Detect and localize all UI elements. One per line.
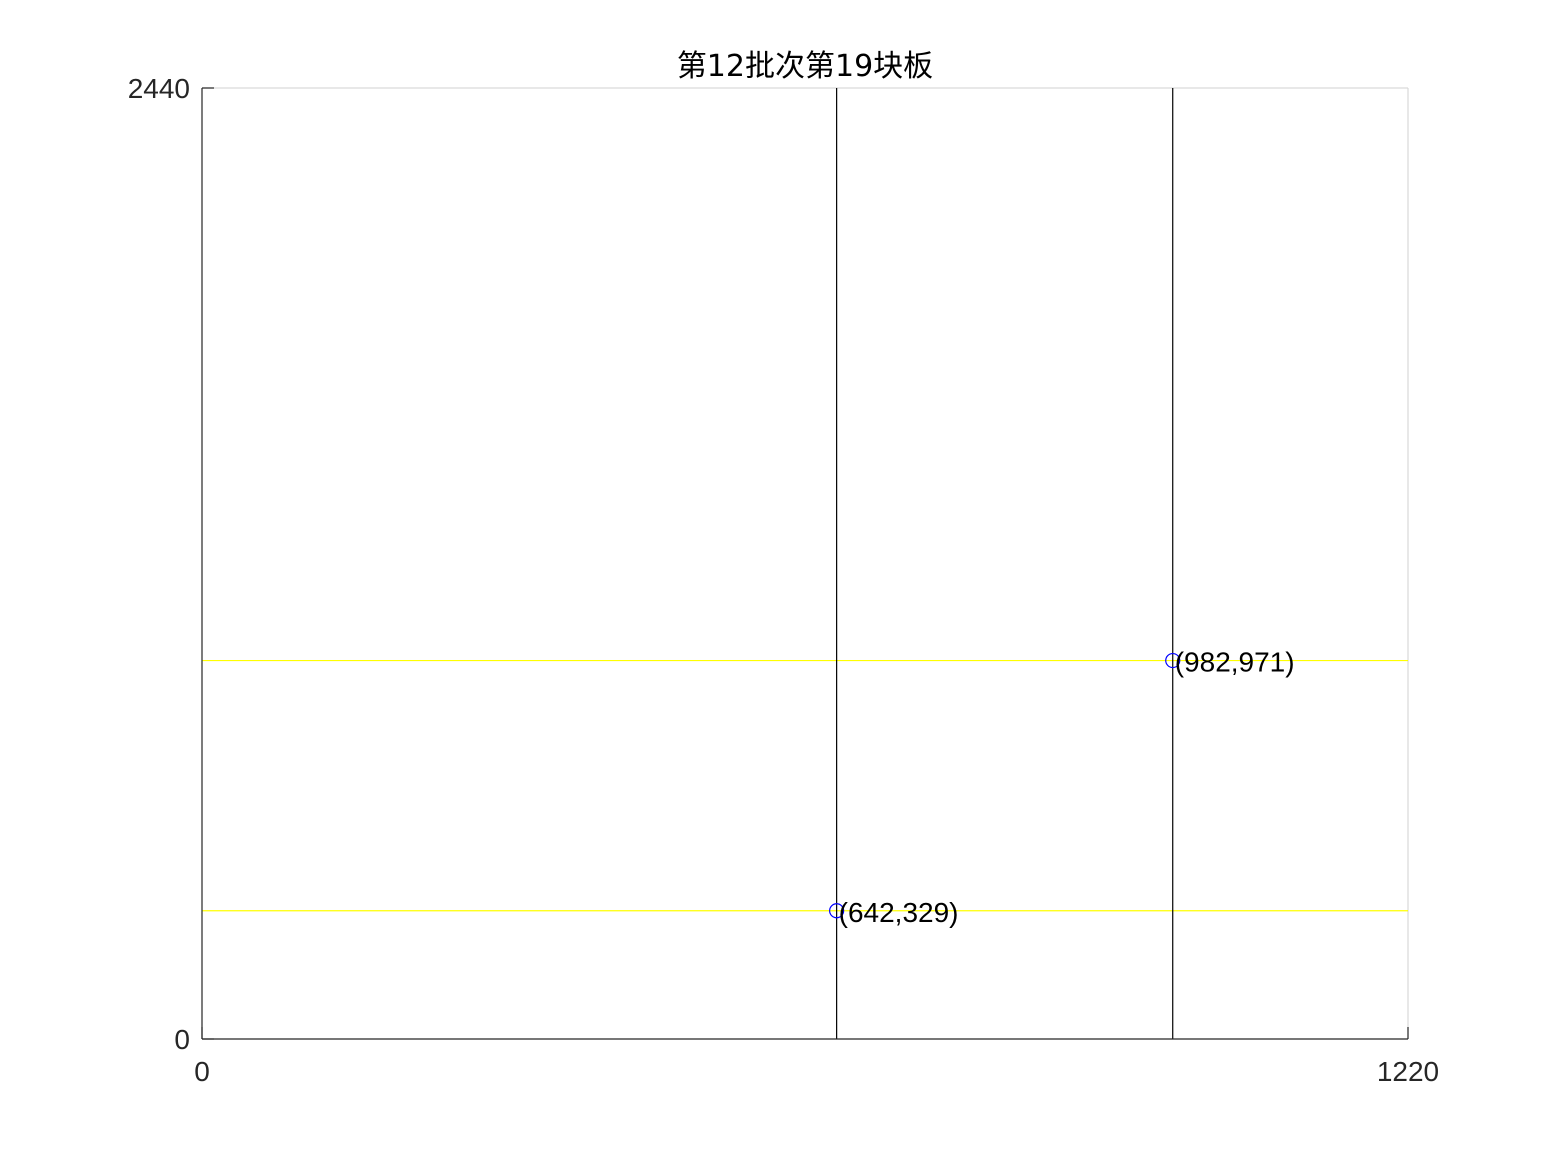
y-tick-label: 2440 bbox=[128, 73, 190, 104]
data-point-label: (642,329) bbox=[839, 897, 959, 928]
y-tick-label: 0 bbox=[174, 1024, 190, 1055]
axes bbox=[201, 88, 1408, 1040]
chart-title: 第12批次第19块板 bbox=[677, 49, 933, 84]
horizontal-cut-lines bbox=[202, 659, 1408, 912]
y-axis-ticks: 0 2440 bbox=[128, 73, 214, 1055]
x-axis-ticks: 0 1220 bbox=[194, 1027, 1439, 1087]
data-point-label: (982,971) bbox=[1175, 647, 1295, 678]
x-tick-label: 0 bbox=[194, 1056, 210, 1087]
vertical-cut-lines bbox=[836, 88, 1174, 1039]
x-tick-label: 1220 bbox=[1377, 1056, 1439, 1087]
data-point-marker bbox=[1165, 652, 1181, 669]
data-point-marker bbox=[829, 903, 845, 919]
axes-box bbox=[202, 87, 1409, 1039]
data-points: (642,329) (982,971) bbox=[829, 647, 1295, 928]
plot-area bbox=[202, 88, 1408, 1039]
